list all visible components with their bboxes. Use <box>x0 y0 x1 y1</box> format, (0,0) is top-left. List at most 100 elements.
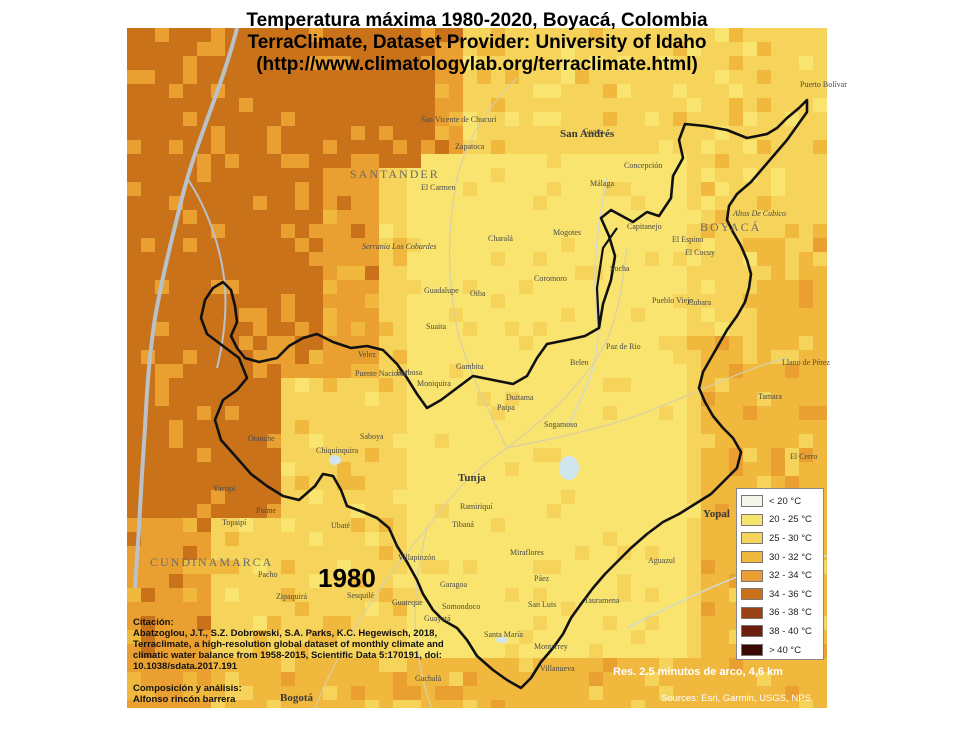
place-otanche: Otanche <box>248 434 275 443</box>
legend-label: 38 - 40 °C <box>769 625 812 637</box>
place-san-andres: San Andrés <box>560 128 615 140</box>
place-garagoa: Garagoa <box>440 580 468 589</box>
legend-item: 20 - 25 °C <box>741 511 819 530</box>
place-tibana: Tibaná <box>452 520 474 529</box>
place-chiquinquira: Chiquinquira <box>316 446 359 455</box>
place-belen: Belen <box>570 358 589 367</box>
place-tamara: Tamara <box>758 392 782 401</box>
citation-block: Citación: Abatzoglou, J.T., S.Z. Dobrows… <box>133 617 463 672</box>
place-puerto-bolivar: Puerto Bolívar <box>800 80 847 89</box>
dept-boyaca: BOYACÁ <box>700 220 762 234</box>
legend-swatch <box>741 551 763 564</box>
composition-heading: Composición y análisis: <box>133 683 242 694</box>
legend-item: 36 - 38 °C <box>741 604 819 623</box>
lake-fuquene <box>329 455 341 465</box>
legend-item: 25 - 30 °C <box>741 529 819 548</box>
map-title-line1: Temperatura máxima 1980-2020, Boyacá, Co… <box>246 10 708 31</box>
place-aguazul: Aguazul <box>648 556 676 565</box>
legend-label: > 40 °C <box>769 644 802 656</box>
legend-label: 32 - 34 °C <box>769 570 812 582</box>
place-serrania: Serranía Los Cobardes <box>362 242 437 251</box>
place-ubate: Ubaté <box>331 521 351 530</box>
legend-item: 38 - 40 °C <box>741 622 819 641</box>
place-pueblo-viejo: Pueblo Viejo <box>652 296 694 305</box>
dept-santander: SANTANDER <box>350 167 440 181</box>
place-el-carmen: El Carmen <box>421 183 456 192</box>
dept-cundinamarca: CUNDINAMARCA <box>150 555 274 569</box>
place-puente-nacional: Puente Nacional <box>355 369 408 378</box>
lake-tota <box>559 456 579 480</box>
place-gachala: Gachalá <box>415 674 442 683</box>
place-yacopi: Yacopi <box>213 484 236 493</box>
legend-label: 25 - 30 °C <box>769 532 812 544</box>
composition-author: Alfonso rincón barrera <box>133 694 236 705</box>
legend-swatch <box>741 532 763 545</box>
composition-block: Composición y análisis: Alfonso rincón b… <box>133 683 383 705</box>
place-santa-maria: Santa María <box>484 630 523 639</box>
place-guaca: Guaca <box>583 127 604 136</box>
legend-label: 30 - 32 °C <box>769 551 812 563</box>
place-monterrey: Monterrey <box>534 642 568 651</box>
legend-item: 34 - 36 °C <box>741 585 819 604</box>
legend-item: 32 - 34 °C <box>741 566 819 585</box>
citation-body: Abatzoglou, J.T., S.Z. Dobrowski, S.A. P… <box>133 628 444 672</box>
road-main <box>314 247 628 708</box>
legend-swatch <box>741 588 763 601</box>
place-yopal: Yopal <box>703 508 730 520</box>
sources-label: Sources: Esri, Garmin, USGS, NPS <box>661 693 811 704</box>
place-somondoco: Somondoco <box>442 602 481 611</box>
place-miraflores: Miraflores <box>510 548 544 557</box>
place-zipaquira: Zipaquirá <box>276 592 308 601</box>
place-san-luis: San Luis <box>528 600 557 609</box>
place-saboya: Saboya <box>360 432 384 441</box>
resolution-label: Res. 2.5 minutos de arco, 4,6 km <box>613 666 783 678</box>
place-pacho: Pacho <box>258 570 278 579</box>
road-south <box>414 527 433 708</box>
legend-swatch <box>741 644 763 657</box>
place-san-vicente: San Vicente de Chucurí <box>421 115 497 124</box>
legend-item: < 20 °C <box>741 492 819 511</box>
map-title-line3: (http://www.climatologylab.org/terraclim… <box>256 54 698 75</box>
place-el-cocuy: El Cocuy <box>685 248 715 257</box>
legend-item: 30 - 32 °C <box>741 548 819 567</box>
place-concepcion: Concepción <box>624 161 663 170</box>
place-oiba: Oiba <box>470 289 486 298</box>
map-title-line2: TerraClimate, Dataset Provider: Universi… <box>247 32 707 53</box>
place-villa-pinzon: Villapinzón <box>398 553 436 562</box>
place-moniquira: Moniquira <box>417 379 451 388</box>
place-mogotes: Mogotes <box>553 228 581 237</box>
chicamocha-river <box>566 177 608 429</box>
place-guadalupe: Guadalupe <box>424 286 459 295</box>
place-duitama: Duitama <box>506 393 534 402</box>
border-notch-north <box>595 227 618 329</box>
legend-label: 36 - 38 °C <box>769 607 812 619</box>
place-suaita: Suaita <box>426 322 446 331</box>
lake-chivor <box>496 637 508 643</box>
place-tunja: Tunja <box>458 472 486 484</box>
legend-swatch <box>741 625 763 638</box>
legend-label: < 20 °C <box>769 495 802 507</box>
legend-label: 20 - 25 °C <box>769 514 812 526</box>
legend-item: > 40 °C <box>741 641 819 660</box>
place-paime: Paime <box>256 506 276 515</box>
place-malaga: Málaga <box>590 179 614 188</box>
place-sesquile: Sesquilé <box>347 591 375 600</box>
place-altos: Altos De Cubico <box>733 209 786 218</box>
lakes <box>329 455 579 643</box>
year-label: 1980 <box>318 563 376 593</box>
place-bogota: Bogotá <box>280 692 313 704</box>
place-socha: Socha <box>610 264 630 273</box>
citation-heading: Citación: <box>133 617 174 628</box>
legend-swatch <box>741 495 763 508</box>
place-ramiriqui: Ramiriquí <box>460 502 493 511</box>
place-guayata: Guayatá <box>424 614 451 623</box>
place-topaipi: Topaipí <box>222 518 247 527</box>
roads <box>314 77 788 708</box>
place-coromoro: Coromoro <box>534 274 567 283</box>
place-sogamoso: Sogamoso <box>544 420 578 429</box>
legend-swatch <box>741 606 763 619</box>
place-paez: Páez <box>534 574 550 583</box>
place-guateque: Guateque <box>392 598 423 607</box>
place-tauramena: Tauramena <box>584 596 620 605</box>
place-capitanejo: Capitanejo <box>627 222 662 231</box>
